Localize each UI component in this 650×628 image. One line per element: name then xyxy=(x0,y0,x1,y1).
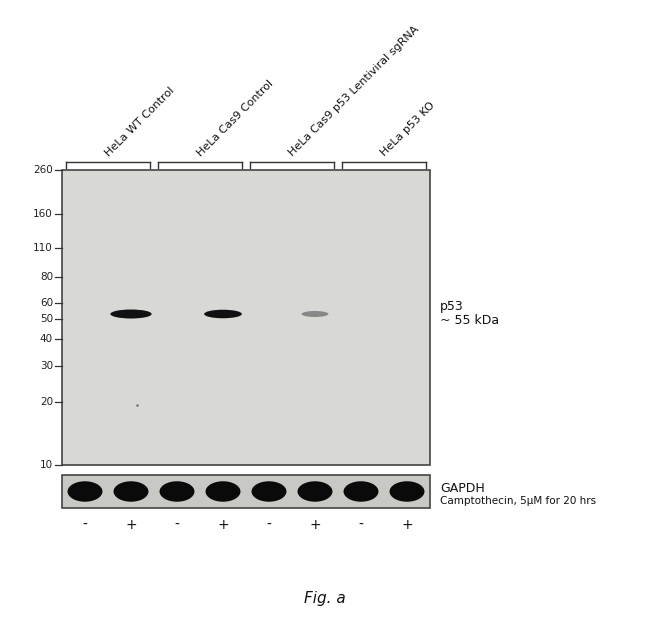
Ellipse shape xyxy=(111,310,151,318)
Text: Camptothecin, 5μM for 20 hrs: Camptothecin, 5μM for 20 hrs xyxy=(440,495,596,506)
Text: HeLa WT Control: HeLa WT Control xyxy=(103,85,176,158)
Text: 20: 20 xyxy=(40,398,53,407)
Text: 260: 260 xyxy=(33,165,53,175)
Text: HeLa Cas9 Control: HeLa Cas9 Control xyxy=(195,78,275,158)
Text: 50: 50 xyxy=(40,314,53,324)
Ellipse shape xyxy=(389,481,424,502)
Bar xyxy=(62,475,430,508)
Text: 30: 30 xyxy=(40,360,53,371)
Bar xyxy=(62,170,430,465)
Text: -: - xyxy=(359,518,363,532)
Ellipse shape xyxy=(204,310,242,318)
Text: -: - xyxy=(266,518,272,532)
Text: p53: p53 xyxy=(440,301,463,313)
Ellipse shape xyxy=(68,481,103,502)
Text: 10: 10 xyxy=(40,460,53,470)
Text: HeLa p53 KO: HeLa p53 KO xyxy=(379,100,437,158)
Text: -: - xyxy=(175,518,179,532)
Ellipse shape xyxy=(114,481,148,502)
Text: 160: 160 xyxy=(33,209,53,219)
Ellipse shape xyxy=(302,311,328,317)
Text: -: - xyxy=(83,518,88,532)
Ellipse shape xyxy=(252,481,287,502)
Ellipse shape xyxy=(298,481,333,502)
Text: 80: 80 xyxy=(40,272,53,282)
Ellipse shape xyxy=(343,481,378,502)
Text: 60: 60 xyxy=(40,298,53,308)
Text: +: + xyxy=(217,518,229,532)
Text: +: + xyxy=(309,518,321,532)
Text: 40: 40 xyxy=(40,335,53,345)
Text: Fig. a: Fig. a xyxy=(304,590,346,605)
Text: 110: 110 xyxy=(33,243,53,253)
Text: +: + xyxy=(125,518,136,532)
Text: HeLa Cas9 p53 Lentiviral sgRNA: HeLa Cas9 p53 Lentiviral sgRNA xyxy=(287,24,421,158)
Text: ~ 55 kDa: ~ 55 kDa xyxy=(440,315,499,327)
Text: GAPDH: GAPDH xyxy=(440,482,485,495)
Ellipse shape xyxy=(159,481,194,502)
Text: +: + xyxy=(401,518,413,532)
Ellipse shape xyxy=(205,481,240,502)
